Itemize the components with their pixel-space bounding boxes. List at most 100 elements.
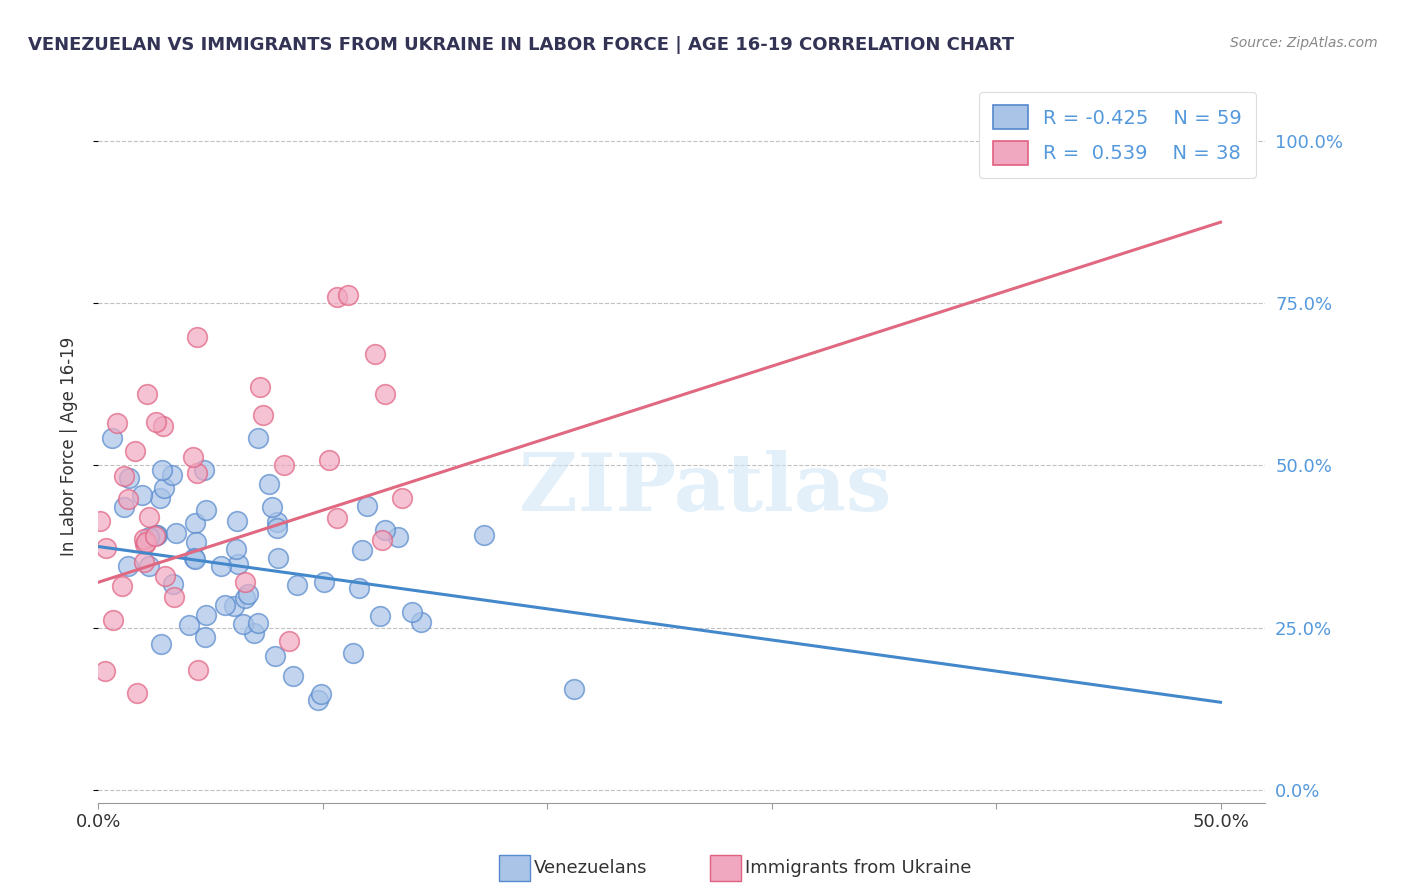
Point	[247, 431, 270, 445]
Point	[374, 387, 396, 401]
Point	[238, 587, 260, 601]
Point	[374, 523, 396, 537]
Point	[89, 514, 111, 528]
Point	[184, 552, 207, 566]
Point	[153, 481, 176, 495]
Point	[187, 664, 209, 678]
Point	[401, 605, 423, 619]
Point	[368, 608, 391, 623]
Point	[152, 463, 174, 477]
Point	[111, 579, 134, 593]
Point	[225, 542, 247, 557]
Point	[105, 416, 128, 430]
Point	[312, 574, 335, 589]
Point	[138, 530, 160, 544]
Point	[184, 534, 207, 549]
Point	[247, 616, 270, 631]
Text: Immigrants from Ukraine: Immigrants from Ukraine	[745, 859, 972, 877]
Point	[153, 569, 176, 583]
Point	[277, 633, 299, 648]
Point	[132, 532, 155, 546]
Point	[149, 637, 172, 651]
Point	[112, 469, 135, 483]
Point	[263, 648, 285, 663]
Point	[193, 463, 215, 477]
Point	[184, 516, 207, 530]
Point	[249, 380, 271, 394]
Point	[145, 415, 167, 429]
Point	[252, 409, 274, 423]
Point	[162, 577, 184, 591]
Point	[285, 577, 308, 591]
Y-axis label: In Labor Force | Age 16-19: In Labor Force | Age 16-19	[59, 336, 77, 556]
Point	[411, 615, 433, 630]
Point	[347, 582, 370, 596]
Point	[325, 511, 347, 525]
Point	[131, 488, 153, 502]
Point	[138, 558, 160, 573]
Point	[165, 526, 187, 541]
Point	[183, 550, 205, 565]
Point	[118, 471, 141, 485]
Point	[162, 467, 184, 482]
Point	[136, 387, 159, 401]
Point	[233, 591, 256, 606]
Point	[356, 499, 378, 513]
Point	[352, 543, 374, 558]
Point	[195, 608, 218, 623]
Point	[117, 559, 139, 574]
Point	[371, 533, 394, 548]
Point	[138, 510, 160, 524]
Point	[233, 574, 256, 589]
Point	[163, 590, 186, 604]
Text: Venezuelans: Venezuelans	[534, 859, 648, 877]
Point	[391, 491, 413, 505]
Point	[100, 431, 122, 445]
Point	[266, 550, 288, 565]
Point	[124, 444, 146, 458]
Point	[134, 537, 156, 551]
Point	[307, 693, 329, 707]
Legend: R = -0.425    N = 59, R =  0.539    N = 38: R = -0.425 N = 59, R = 0.539 N = 38	[979, 92, 1256, 178]
Point	[132, 555, 155, 569]
Point	[177, 618, 200, 632]
Point	[186, 330, 208, 344]
Point	[326, 290, 349, 304]
Point	[195, 502, 218, 516]
Point	[318, 452, 340, 467]
Point	[222, 599, 245, 614]
Point	[117, 491, 139, 506]
Point	[146, 528, 169, 542]
Point	[273, 458, 295, 472]
Point	[260, 500, 283, 515]
Text: ZIPatlas: ZIPatlas	[519, 450, 891, 528]
Point	[226, 514, 249, 528]
Point	[243, 626, 266, 640]
Point	[342, 646, 364, 660]
Point	[336, 288, 359, 302]
Point	[194, 630, 217, 644]
Point	[209, 559, 232, 574]
Point	[309, 687, 332, 701]
Point	[281, 669, 304, 683]
Point	[232, 616, 254, 631]
Point	[226, 558, 249, 572]
Point	[266, 515, 288, 529]
Point	[135, 535, 157, 549]
Point	[472, 528, 495, 542]
Point	[387, 530, 409, 544]
Point	[181, 450, 204, 465]
Point	[94, 664, 117, 678]
Point	[101, 614, 124, 628]
Point	[562, 682, 585, 697]
Point	[145, 527, 167, 541]
Point	[112, 500, 135, 514]
Point	[259, 476, 281, 491]
Point	[186, 466, 208, 480]
Point	[364, 347, 387, 361]
Point	[149, 491, 172, 506]
Text: Source: ZipAtlas.com: Source: ZipAtlas.com	[1230, 36, 1378, 50]
Text: VENEZUELAN VS IMMIGRANTS FROM UKRAINE IN LABOR FORCE | AGE 16-19 CORRELATION CHA: VENEZUELAN VS IMMIGRANTS FROM UKRAINE IN…	[28, 36, 1014, 54]
Point	[152, 419, 174, 434]
Point	[266, 521, 288, 535]
